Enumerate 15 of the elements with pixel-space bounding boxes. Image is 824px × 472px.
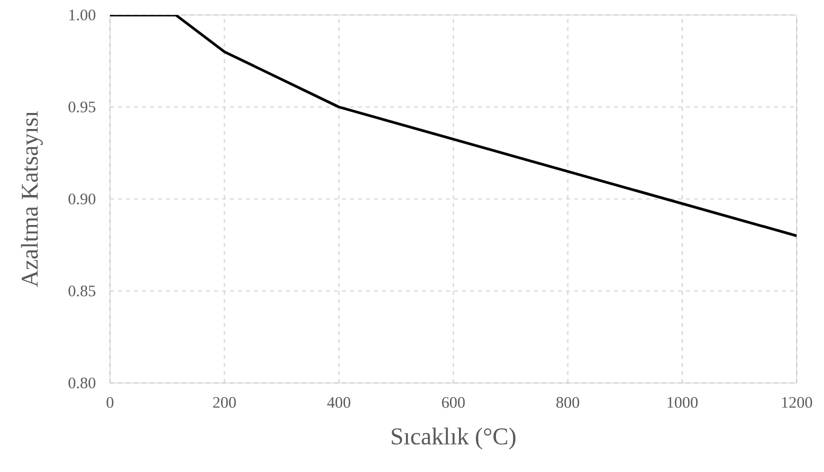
- x-axis-title: Sıcaklık (°C): [392, 428, 516, 450]
- line-series: [110, 15, 797, 238]
- y-tick-label: 1.00: [69, 10, 96, 20]
- x-tick-label: 1000: [668, 397, 698, 408]
- y-axis-title: Azaltma Katsayısı: [20, 111, 43, 288]
- y-tick-label: 0.90: [68, 194, 96, 204]
- x-tick-label: 1200: [782, 397, 812, 408]
- y-tick-label: 0.95: [68, 102, 96, 112]
- x-tick-label: 0: [106, 397, 114, 408]
- y-tick-label: 0.80: [68, 378, 96, 388]
- x-tick-label: 800: [556, 397, 580, 408]
- y-tick-label: 0.85: [68, 286, 96, 296]
- x-tick-label: 400: [327, 397, 350, 408]
- x-tick-label: 600: [442, 397, 465, 408]
- x-tick-label: 200: [213, 397, 236, 408]
